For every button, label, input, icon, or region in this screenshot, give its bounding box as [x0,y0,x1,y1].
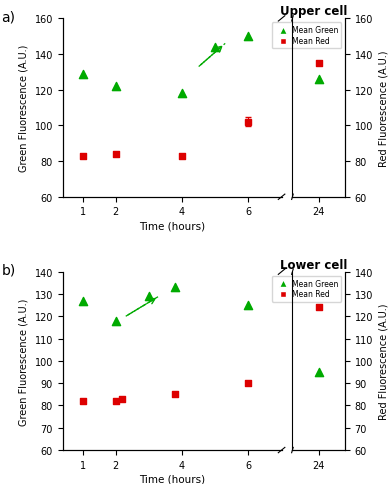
Y-axis label: Green Fluorescence (A.U.): Green Fluorescence (A.U.) [19,45,29,172]
X-axis label: Time (hours): Time (hours) [139,474,205,484]
Point [212,44,218,52]
Point [80,71,86,78]
Point [179,152,185,160]
Point [316,76,322,84]
Point [172,391,179,398]
Point [245,33,252,41]
Legend: Mean Green, Mean Red: Mean Green, Mean Red [272,276,341,302]
Legend: Mean Green, Mean Red: Mean Green, Mean Red [272,23,341,49]
Point [113,151,119,159]
Point [172,284,179,291]
Y-axis label: Green Fluorescence (A.U.): Green Fluorescence (A.U.) [19,298,29,424]
Point [245,379,252,387]
Text: b): b) [2,263,16,277]
Y-axis label: Red Fluorescence (A.U.): Red Fluorescence (A.U.) [379,303,389,419]
Point [113,317,119,325]
Point [113,83,119,91]
Text: Lower cell: Lower cell [280,258,347,271]
Point [316,304,322,312]
Point [80,297,86,305]
Text: Upper cell: Upper cell [280,5,347,18]
Y-axis label: Red Fluorescence (A.U.): Red Fluorescence (A.U.) [379,50,389,166]
Point [179,90,185,98]
Point [80,152,86,160]
Point [113,397,119,405]
Point [119,395,125,403]
Point [146,293,152,301]
Point [316,368,322,376]
Point [245,302,252,309]
Text: a): a) [2,11,15,24]
Point [316,60,322,68]
X-axis label: Time (hours): Time (hours) [139,221,205,231]
Point [80,397,86,405]
